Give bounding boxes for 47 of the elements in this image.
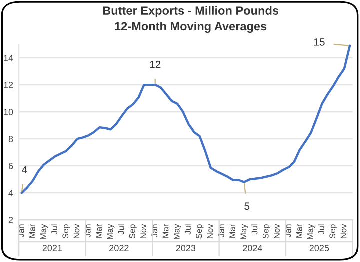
x-tick-label: Nov	[207, 224, 214, 238]
y-tick-label: 14	[4, 55, 14, 62]
x-tick-label: Mar	[162, 224, 169, 238]
data-label: 4	[22, 166, 28, 174]
x-tick-label: Jan	[85, 224, 91, 238]
x-tick-label: Sep	[62, 224, 70, 239]
y-tick-label: 12	[4, 82, 14, 88]
x-tick-label: Mar	[296, 224, 302, 238]
x-tick-label: May	[308, 224, 315, 240]
x-tick-label: Mar	[96, 224, 102, 238]
x-tick-label: May	[174, 224, 182, 240]
text: 2022	[110, 245, 129, 252]
y-tick-label: 4	[8, 190, 14, 196]
y-tick-label: 10	[4, 109, 14, 116]
data-label: 15	[314, 38, 325, 46]
data-label: 5	[244, 202, 250, 210]
chart-title: Butter Exports - Million Pounds	[103, 6, 279, 18]
x-tick-label: Sep	[196, 224, 204, 239]
text: 2025	[310, 245, 330, 252]
x-tick-label: Jul	[51, 224, 58, 235]
x-tick-label: Sep	[129, 224, 137, 239]
x-tick-label: Jul	[252, 224, 258, 235]
y-tick-label: 2	[8, 217, 14, 224]
y-tick-label: 6	[8, 163, 14, 170]
text: 2021	[42, 245, 62, 252]
x-tick-label: Jan	[18, 224, 24, 238]
x-tick-label: Jul	[318, 224, 324, 235]
line-series	[20, 44, 352, 194]
x-tick-label: Mar	[230, 224, 236, 238]
x-tick-label: Jul	[118, 224, 124, 235]
x-tick-label: Nov	[274, 224, 280, 238]
text: 2023	[176, 245, 196, 252]
text: 2024	[243, 245, 262, 252]
y-tick-label: 8	[8, 136, 14, 142]
data-label: 12	[150, 61, 161, 68]
x-tick-label: Mar	[29, 224, 36, 238]
x-tick-label: Jan	[218, 224, 224, 238]
x-tick-label: Sep	[330, 224, 338, 239]
x-tick-label: May	[240, 224, 248, 240]
x-tick-label: Jul	[184, 224, 191, 235]
x-tick-label: May	[107, 224, 115, 240]
x-tick-label: Nov	[140, 224, 146, 238]
x-tick-label: Nov	[340, 224, 347, 238]
x-tick-label: Nov	[74, 224, 80, 238]
x-tick-label: Sep	[262, 224, 270, 239]
chart-subtitle: 12-Month Moving Averages	[115, 22, 267, 34]
x-tick-label: May	[40, 224, 48, 240]
